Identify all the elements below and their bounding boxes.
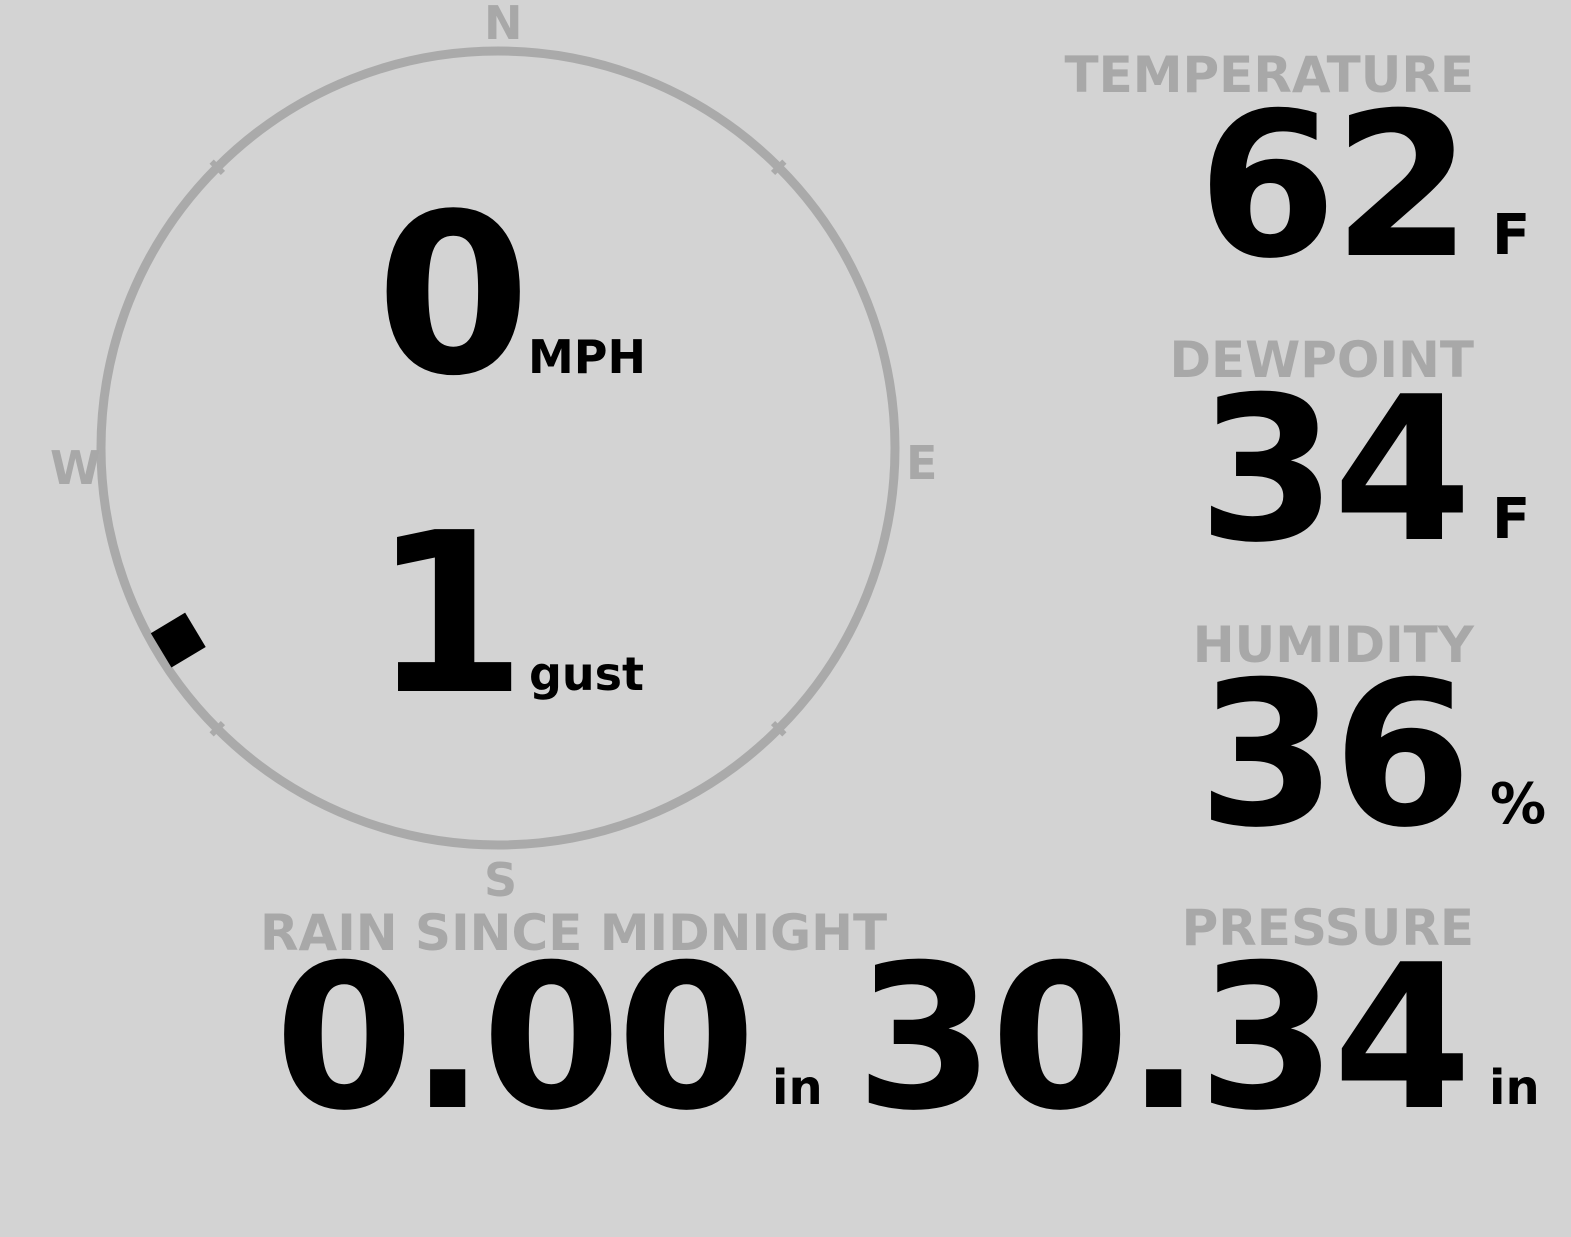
temperature-label: TEMPERATURE [1064,46,1475,104]
dewpoint-label: DEWPOINT [1169,331,1474,389]
compass-east: E [906,436,938,490]
wind-direction-marker [150,612,206,668]
pressure-value: 30.34 [855,922,1472,1155]
compass-tick [209,720,226,737]
wind-gust-unit: gust [529,647,645,701]
temperature-unit: F [1492,203,1531,268]
pressure-label: PRESSURE [1181,899,1474,957]
compass-north: N [484,0,523,50]
compass-ticks [209,159,787,737]
rain-value: 0.00 [274,922,756,1155]
dewpoint-unit: F [1492,487,1531,552]
wind-speed-unit: MPH [528,330,646,384]
compass-ring [96,46,900,850]
rain-label: RAIN SINCE MIDNIGHT [260,904,888,962]
humidity-unit: % [1490,772,1547,837]
humidity-value: 36 [1197,639,1472,872]
wind-speed-value: 0 [376,167,530,425]
compass-tick [209,159,226,176]
compass-tick [770,159,787,176]
wind-gust-value: 1 [372,486,526,744]
compass-south: S [484,853,518,907]
pressure-unit: in [1489,1060,1540,1116]
humidity-label: HUMIDITY [1192,616,1474,674]
compass-west: W [50,441,101,495]
compass-tick [770,720,787,737]
rain-unit: in [772,1060,823,1116]
temperature-value: 62 [1197,70,1472,303]
dewpoint-value: 34 [1197,354,1472,587]
